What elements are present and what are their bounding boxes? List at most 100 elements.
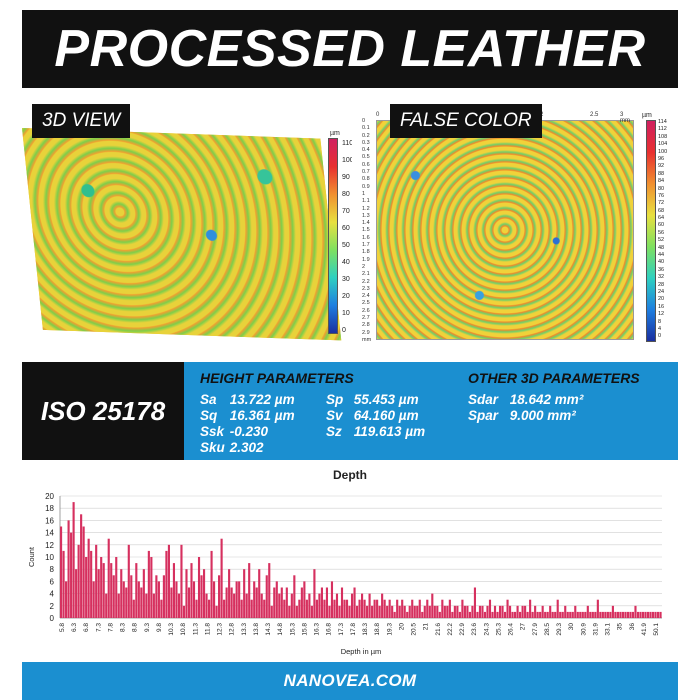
histogram-bar	[87, 538, 90, 618]
website-link[interactable]: NANOVEA.COM	[283, 671, 417, 690]
tick-label: 64	[658, 215, 665, 222]
histogram-bar	[561, 611, 564, 618]
histogram-bar	[298, 599, 301, 618]
histogram-bar	[471, 605, 474, 618]
histogram-bar	[446, 605, 449, 618]
histogram-bar	[401, 599, 404, 618]
histogram-bar	[386, 605, 389, 618]
histogram-bar	[388, 599, 391, 618]
histogram-bar	[125, 587, 128, 618]
x-tick-label: 13.3	[241, 623, 248, 636]
histogram-bar	[70, 532, 73, 618]
param-spar: Spar 9.000 mm²	[468, 408, 576, 423]
histogram-bar	[463, 605, 466, 618]
histogram-bar	[606, 611, 609, 618]
tick-label: 1.8	[362, 249, 370, 256]
histogram-bar	[228, 569, 231, 618]
histogram-bar	[330, 581, 334, 618]
x-tick-label: 36	[629, 623, 636, 631]
x-tick-label: 35	[617, 623, 624, 631]
x-tick-label: 10.3	[168, 623, 175, 636]
param-sa: Sa 13.722 µm	[200, 392, 295, 407]
histogram-bar	[303, 581, 306, 618]
y-tick-label: 10	[45, 553, 54, 562]
histogram-bar	[473, 587, 477, 618]
tick-label: 56	[658, 229, 665, 236]
histogram-bar	[393, 611, 396, 618]
param-ssk: Ssk -0.230	[200, 424, 269, 439]
histogram-bar	[428, 605, 431, 618]
histogram-bar	[564, 605, 567, 618]
histogram-bar	[142, 569, 145, 618]
histogram-bar	[529, 599, 532, 618]
histogram-bar	[218, 575, 221, 618]
histogram-bar	[656, 611, 660, 618]
histogram-bar	[172, 563, 176, 618]
x-tick-label: 7.3	[95, 623, 102, 632]
3d-colorbar-ticks: 110 100 90 80 70 60 50 40 30 20 10 0	[342, 140, 352, 344]
histogram-bar	[411, 599, 414, 618]
tick-label: 1.3	[362, 212, 370, 219]
x-tick-label: 9.3	[144, 623, 151, 632]
x-tick-label: 50.1	[653, 623, 660, 636]
histogram-bar	[551, 611, 554, 618]
histogram-bar	[192, 581, 196, 618]
param-sz: Sz 119.613 µm	[326, 424, 426, 439]
tick-label: 0	[376, 112, 380, 118]
histogram-bar	[355, 605, 359, 618]
histogram-bar	[574, 605, 577, 618]
histogram-bar	[436, 605, 439, 618]
histogram-bar	[180, 544, 183, 618]
tick-label: 60	[342, 225, 350, 232]
histogram-bar	[378, 605, 381, 618]
x-tick-label: 16.8	[326, 623, 333, 636]
tick-label: 90	[342, 174, 350, 181]
y-tick-label: 6	[50, 577, 55, 586]
x-tick-label: 15.3	[289, 623, 296, 636]
histogram-bar	[461, 599, 464, 618]
tick-label: 0.2	[362, 132, 370, 139]
param-sdar: Sdar 18.642 mm²	[468, 392, 584, 407]
histogram-bar	[328, 605, 331, 618]
histogram-bar	[268, 563, 271, 618]
histogram-bar	[503, 611, 507, 618]
y-tick-label: 8	[50, 565, 55, 574]
tick-label: 4	[658, 325, 662, 332]
tick-label: 0.8	[362, 176, 370, 183]
histogram-bar	[335, 593, 339, 618]
histogram-bar	[361, 593, 364, 618]
x-tick-label: 6.3	[71, 623, 78, 632]
histogram-bar	[579, 611, 582, 618]
histogram-bar	[290, 593, 293, 618]
x-tick-label: 17.8	[350, 623, 357, 636]
histogram-bar	[534, 605, 537, 618]
x-tick-label: 9.8	[156, 623, 163, 632]
tick-label: 92	[658, 163, 665, 170]
histogram-bar	[476, 611, 479, 618]
histogram-bar	[310, 605, 313, 618]
x-tick-label: 33.1	[605, 623, 612, 636]
tick-label: 80	[342, 191, 350, 198]
x-tick-label: 8.8	[132, 623, 139, 632]
3d-view-label: 3D VIEW	[32, 104, 131, 138]
histogram-bar	[353, 587, 356, 618]
histogram-bar	[320, 587, 323, 618]
x-tick-label: 21	[423, 623, 430, 631]
tick-label: 52	[658, 237, 665, 244]
histogram-bar	[215, 605, 218, 618]
param-sv: Sv 64.160 µm	[326, 408, 419, 423]
histogram-bar	[348, 605, 351, 618]
tick-label: 44	[658, 252, 665, 259]
histogram-bar	[438, 611, 441, 618]
y-tick-label: 20	[45, 492, 54, 501]
y-tick-label: 18	[45, 504, 54, 513]
histogram-bar	[368, 593, 371, 618]
param-sq: Sq 16.361 µm	[200, 408, 295, 423]
histogram-bar	[60, 526, 63, 618]
tick-label: 0.1	[362, 125, 370, 132]
tick-label: 3 mm	[620, 112, 630, 124]
x-tick-label: 23.6	[471, 623, 478, 636]
histogram-bar	[486, 605, 489, 618]
